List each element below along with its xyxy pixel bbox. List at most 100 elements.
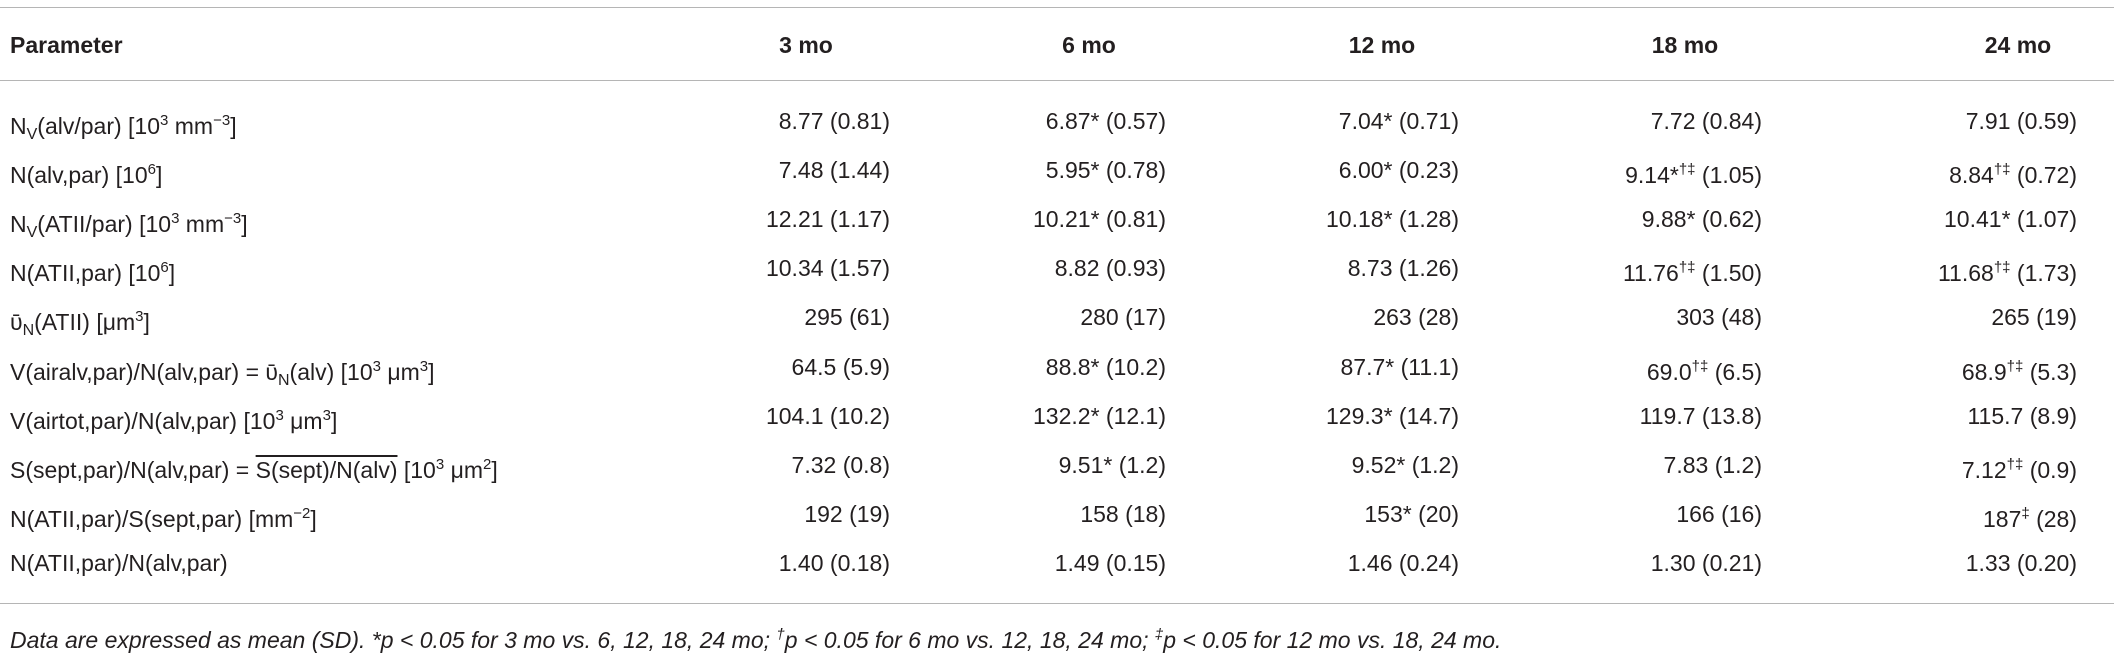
- value-cell: 158 (18): [1080, 499, 1166, 529]
- value-cell: 7.72 (0.84): [1651, 106, 1762, 136]
- value-cell: 7.83 (1.2): [1664, 450, 1762, 480]
- value-cell: 7.48 (1.44): [779, 155, 890, 185]
- text: 9.14*: [1625, 162, 1679, 189]
- text: 7.72 (0.84): [1650, 108, 1762, 134]
- text: 166 (16): [1676, 500, 1762, 527]
- text: Parameter: [10, 32, 123, 58]
- text: 9.88* (0.62): [1641, 206, 1762, 233]
- value-cell: 1.40 (0.18): [779, 548, 890, 578]
- sup-text: −2: [293, 504, 311, 522]
- text: 68.9: [1961, 358, 2007, 385]
- value-cell: 69.0†‡ (6.5): [1647, 352, 1762, 387]
- value-cell: 303 (48): [1676, 302, 1762, 332]
- text: N(ATII,par)/N(alv,par): [10, 549, 228, 576]
- text: 6.87* (0.57): [1045, 108, 1166, 134]
- text: 12 mo: [1348, 32, 1416, 58]
- sup-text: 3: [419, 357, 429, 375]
- text: 10.34 (1.57): [765, 255, 890, 282]
- sup-text: †‡: [2006, 357, 2024, 375]
- sub-text: N: [22, 322, 35, 340]
- value-cell: 8.77 (0.81): [779, 106, 890, 136]
- text: 303 (48): [1676, 304, 1762, 331]
- text: 295 (61): [804, 304, 890, 331]
- sup-text: †‡: [1678, 161, 1696, 179]
- text: (28): [2029, 505, 2077, 532]
- text: 87.7* (11.1): [1340, 353, 1459, 380]
- text: 3 mo: [779, 32, 833, 58]
- text: 88.8* (10.2): [1045, 353, 1166, 380]
- text: 9.52* (1.2): [1351, 451, 1459, 478]
- parameter-cell: N(ATII,par)/N(alv,par): [10, 548, 228, 578]
- text: 24 mo: [1984, 32, 2052, 58]
- sup-text: 3: [372, 357, 381, 375]
- sup-text: ‡: [2021, 504, 2030, 522]
- text: 1.40 (0.18): [778, 549, 890, 576]
- text: (ATII) [μm: [34, 309, 136, 336]
- sup-text: 3: [171, 210, 180, 228]
- top-rule: [0, 7, 2114, 8]
- value-cell: 7.91 (0.59): [1966, 106, 2077, 136]
- value-cell: 7.04* (0.71): [1339, 106, 1459, 136]
- text: ῡ: [10, 309, 23, 336]
- text: 64.5 (5.9): [791, 353, 890, 380]
- text: mm: [179, 211, 225, 238]
- value-cell: 7.32 (0.8): [792, 450, 890, 480]
- text: ]: [168, 260, 176, 287]
- text: V(airtot,par)/N(alv,par) [10: [10, 407, 276, 434]
- value-cell: 1.46 (0.24): [1348, 548, 1459, 578]
- text: N(alv,par) [10: [10, 162, 148, 189]
- header-rule: [0, 80, 2114, 81]
- text: 8.73 (1.26): [1347, 255, 1459, 282]
- value-cell: 104.1 (10.2): [766, 401, 890, 431]
- text: (alv/par) [10: [37, 113, 161, 139]
- sup-text: 3: [135, 308, 144, 326]
- sub-text: V: [26, 224, 38, 242]
- sup-text: †‡: [1993, 161, 2011, 179]
- text: 132.2* (12.1): [1033, 402, 1166, 429]
- text: 104.1 (10.2): [765, 402, 890, 429]
- text: μm: [444, 456, 484, 483]
- text: μm: [283, 407, 323, 434]
- value-cell: 6.87* (0.57): [1046, 106, 1166, 136]
- text: N(ATII,par) [10: [10, 260, 161, 287]
- parameter-cell: N(ATII,par) [106]: [10, 253, 175, 288]
- parameter-cell: N(alv,par) [106]: [10, 155, 162, 190]
- value-cell: 9.88* (0.62): [1642, 204, 1762, 234]
- header-cell: 18 mo: [1652, 30, 1718, 60]
- text: ]: [143, 309, 150, 336]
- sup-text: −3: [213, 112, 231, 129]
- text: (0.72): [2010, 162, 2077, 189]
- header-cell: 24 mo: [1985, 30, 2051, 60]
- text: 11.68: [1937, 260, 1994, 287]
- text: 8.82 (0.93): [1054, 255, 1166, 282]
- text: 187: [1982, 505, 2022, 532]
- value-cell: 6.00* (0.23): [1339, 155, 1459, 185]
- sup-text: 3: [435, 455, 445, 473]
- value-cell: 64.5 (5.9): [792, 352, 890, 382]
- value-cell: 11.76†‡ (1.50): [1623, 253, 1762, 288]
- sup-text: †‡: [1678, 259, 1696, 277]
- text: (ATII/par) [10: [37, 211, 172, 238]
- value-cell: 87.7* (11.1): [1341, 352, 1459, 382]
- value-cell: 192 (19): [804, 499, 890, 529]
- text: ]: [428, 358, 435, 385]
- value-cell: 9.51* (1.2): [1059, 450, 1166, 480]
- sup-text: 6: [160, 259, 169, 277]
- text: (1.50): [1695, 260, 1762, 287]
- text: 7.48 (1.44): [778, 157, 890, 184]
- value-cell: 8.73 (1.26): [1348, 253, 1459, 283]
- text: (5.3): [2023, 358, 2077, 385]
- value-cell: 8.82 (0.93): [1055, 253, 1166, 283]
- text: p < 0.05 for 6 mo vs. 12, 18, 24 mo;: [784, 627, 1155, 653]
- text: 12.21 (1.17): [765, 206, 890, 233]
- value-cell: 166 (16): [1676, 499, 1762, 529]
- text: ]: [330, 407, 338, 434]
- text: 8.84: [1949, 162, 1994, 189]
- text: 9.51* (1.2): [1058, 451, 1166, 478]
- text: (alv) [10: [289, 358, 373, 385]
- text: 5.95* (0.78): [1045, 157, 1166, 184]
- text: 153* (20): [1364, 500, 1459, 527]
- parameter-cell: NV(ATII/par) [103 mm−3]: [10, 204, 248, 248]
- header-cell: 3 mo: [779, 30, 833, 60]
